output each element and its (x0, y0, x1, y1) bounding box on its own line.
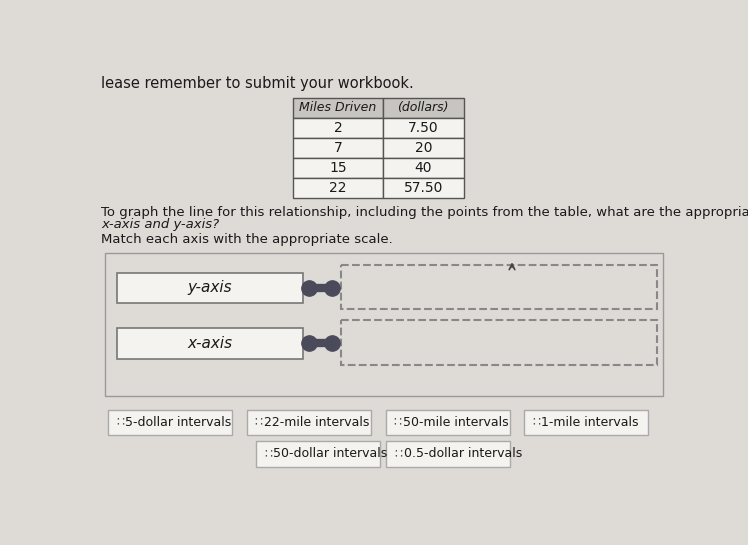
Bar (382, 178, 464, 198)
Text: 15: 15 (329, 161, 347, 175)
Bar (341, 265, 657, 310)
Text: ∷: ∷ (393, 416, 402, 429)
Text: To graph the line for this relationship, including the points from the table, wh: To graph the line for this relationship,… (101, 205, 748, 219)
Bar (257, 441, 380, 467)
Text: 50-mile intervals: 50-mile intervals (402, 416, 509, 429)
Text: 57.50: 57.50 (404, 181, 443, 195)
Bar (293, 118, 382, 138)
Bar (247, 410, 371, 435)
Bar (293, 158, 382, 178)
Text: ∷: ∷ (264, 447, 272, 461)
Text: ∷: ∷ (255, 416, 263, 429)
Bar (117, 272, 303, 304)
Bar (524, 410, 649, 435)
Text: (dollars): (dollars) (397, 101, 449, 114)
Text: 5-dollar intervals: 5-dollar intervals (125, 416, 232, 429)
Bar (293, 138, 382, 158)
Bar (341, 320, 657, 365)
Bar (117, 328, 303, 359)
Text: 7.50: 7.50 (408, 121, 438, 135)
Bar (293, 98, 382, 118)
Text: x-axis and y-axis?: x-axis and y-axis? (101, 218, 219, 231)
Text: ∷: ∷ (116, 416, 124, 429)
Text: 40: 40 (414, 161, 432, 175)
Bar (108, 410, 232, 435)
Text: 2: 2 (334, 121, 343, 135)
Text: y-axis: y-axis (188, 281, 232, 295)
Text: x-axis: x-axis (187, 336, 233, 351)
Text: 20: 20 (414, 141, 432, 155)
Bar (105, 253, 663, 396)
Bar (386, 410, 509, 435)
Bar (387, 441, 510, 467)
Text: lease remember to submit your workbook.: lease remember to submit your workbook. (101, 76, 414, 91)
Bar (382, 138, 464, 158)
Bar (382, 118, 464, 138)
Text: 7: 7 (334, 141, 343, 155)
Text: 0.5-dollar intervals: 0.5-dollar intervals (403, 447, 522, 461)
Text: ∷: ∷ (394, 447, 402, 461)
Bar (293, 178, 382, 198)
Bar (382, 158, 464, 178)
Text: 1-mile intervals: 1-mile intervals (542, 416, 639, 429)
Text: 22-mile intervals: 22-mile intervals (264, 416, 370, 429)
Bar (382, 98, 464, 118)
Text: Miles Driven: Miles Driven (299, 101, 377, 114)
Text: 50-dollar intervals: 50-dollar intervals (273, 447, 387, 461)
Text: Match each axis with the appropriate scale.: Match each axis with the appropriate sca… (101, 233, 393, 246)
Text: ∷: ∷ (532, 416, 540, 429)
Text: 22: 22 (329, 181, 347, 195)
